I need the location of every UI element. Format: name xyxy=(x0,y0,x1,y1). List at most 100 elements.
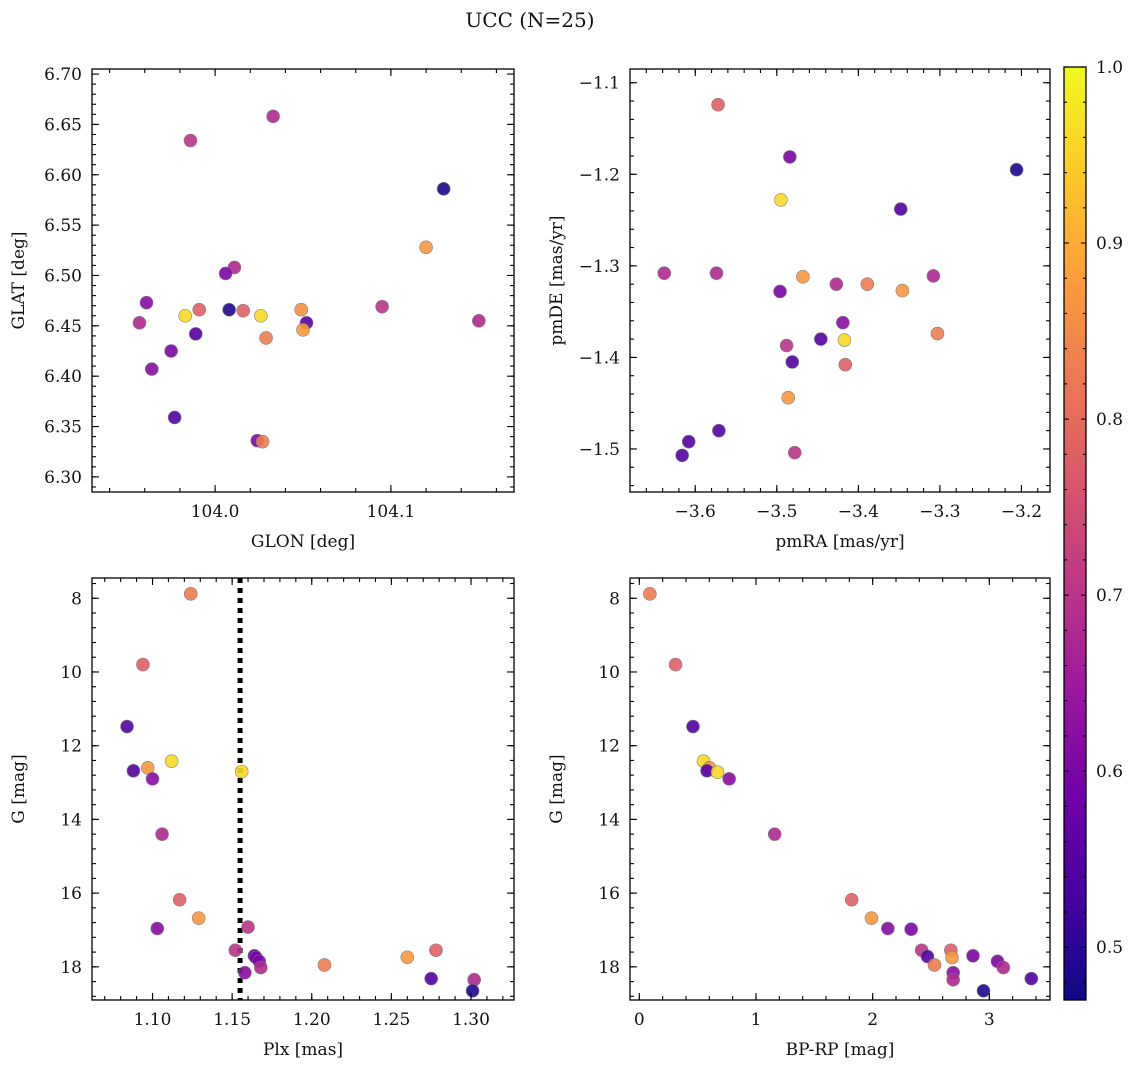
y-tick-label: 6.60 xyxy=(44,166,82,186)
axes-frame xyxy=(91,68,515,493)
data-point xyxy=(136,657,150,672)
data-point xyxy=(785,355,800,369)
data-point xyxy=(1024,971,1039,986)
figure-title: UCC (N=25) xyxy=(465,8,594,32)
points xyxy=(643,587,1039,998)
data-point xyxy=(465,983,480,998)
points xyxy=(120,587,481,998)
y-tick-label: 18 xyxy=(598,958,620,978)
data-point xyxy=(681,434,696,449)
data-point xyxy=(172,892,187,907)
data-point xyxy=(120,719,134,734)
data-point xyxy=(139,295,154,310)
data-point xyxy=(296,323,310,337)
y-tick-label: 10 xyxy=(598,663,620,683)
axes-frame xyxy=(629,68,1051,493)
y-tick-label: 16 xyxy=(60,884,82,904)
x-tick-label: −3.3 xyxy=(919,502,960,522)
y-tick-label: −1.1 xyxy=(579,74,620,94)
data-point xyxy=(178,308,192,323)
data-point xyxy=(218,266,233,281)
x-axis-label: Plx [mas] xyxy=(263,1040,343,1060)
data-point xyxy=(255,434,270,449)
y-axis-label: G [mag] xyxy=(9,754,29,823)
data-point xyxy=(844,892,859,907)
data-point xyxy=(996,960,1011,975)
data-point xyxy=(1009,162,1024,177)
data-point xyxy=(259,331,273,345)
y-tick-label: 6.50 xyxy=(44,266,82,286)
data-point xyxy=(864,911,879,925)
x-axis-label: BP-RP [mag] xyxy=(786,1040,895,1060)
data-point xyxy=(419,240,433,255)
data-point xyxy=(837,333,852,347)
data-point xyxy=(183,133,198,148)
y-tick-label: −1.4 xyxy=(579,348,620,368)
y-tick-label: 12 xyxy=(60,737,82,757)
x-tick-label: −3.5 xyxy=(756,502,797,522)
y-tick-label: 18 xyxy=(60,958,82,978)
data-point xyxy=(773,284,787,299)
data-point xyxy=(860,277,875,291)
data-point xyxy=(976,983,991,998)
data-point xyxy=(188,327,203,341)
colorbar-tick-label: 0.6 xyxy=(1096,762,1123,782)
colorbar-tick-label: 0.7 xyxy=(1096,586,1123,606)
data-point xyxy=(164,754,179,768)
points xyxy=(132,109,486,449)
y-tick-label: 14 xyxy=(60,810,82,830)
colorbar-tick-label: 0.8 xyxy=(1096,410,1123,430)
y-tick-label: 10 xyxy=(60,663,82,683)
data-point xyxy=(294,302,309,317)
x-tick-label: 1.20 xyxy=(293,1010,331,1030)
data-point xyxy=(253,308,268,323)
data-point xyxy=(783,150,797,164)
colorbar-tick-label: 0.5 xyxy=(1096,938,1123,958)
y-tick-label: 6.30 xyxy=(44,468,82,488)
x-tick-label: 1 xyxy=(751,1010,762,1030)
data-point xyxy=(904,922,918,937)
data-point xyxy=(767,827,782,841)
data-point xyxy=(781,390,796,405)
data-point xyxy=(429,943,443,958)
data-point xyxy=(192,302,207,317)
data-point xyxy=(787,445,802,460)
data-point xyxy=(228,943,243,958)
x-tick-label: 2 xyxy=(867,1010,878,1030)
data-point xyxy=(796,270,810,284)
x-axis-label: GLON [deg] xyxy=(251,532,355,552)
data-point xyxy=(657,266,672,280)
data-point xyxy=(774,193,788,207)
data-point xyxy=(722,772,736,786)
data-point xyxy=(966,948,980,963)
x-tick-label: 104.1 xyxy=(367,502,416,522)
x-tick-label: 1.10 xyxy=(134,1010,172,1030)
x-tick-label: 1.25 xyxy=(372,1010,410,1030)
data-point xyxy=(436,182,451,196)
data-point xyxy=(472,313,486,328)
y-tick-label: 6.40 xyxy=(44,367,82,387)
y-tick-label: 6.70 xyxy=(44,65,82,85)
axes-frame xyxy=(91,577,515,1001)
data-point xyxy=(424,971,438,986)
data-point xyxy=(709,266,724,280)
data-point xyxy=(144,362,159,376)
panels: 104.0 104.1 6.30 6.35 6.40 6.45 6.50 6.55 6.60 6.… xyxy=(9,65,1051,1060)
colorbar-frame xyxy=(1063,66,1087,1001)
x-tick-label: 104.0 xyxy=(191,502,240,522)
data-point xyxy=(400,950,415,965)
y-axis-label: pmDE [mas/yr] xyxy=(547,215,567,345)
data-point xyxy=(881,921,895,936)
panel-pm: −3.6 −3.5 −3.4 −3.3 −3.2 −1.5 −1.4 −1.3 −1.2 −1.1… xyxy=(547,68,1051,552)
y-tick-label: −1.5 xyxy=(579,440,620,460)
colorbar-fill xyxy=(1064,67,1086,1000)
data-point xyxy=(150,921,165,936)
data-point xyxy=(893,202,908,216)
data-point xyxy=(317,958,332,972)
y-tick-label: 16 xyxy=(598,884,620,904)
colorbar-tick-label: 0.9 xyxy=(1096,234,1123,254)
data-point xyxy=(686,719,700,734)
x-tick-label: 3 xyxy=(984,1010,995,1030)
